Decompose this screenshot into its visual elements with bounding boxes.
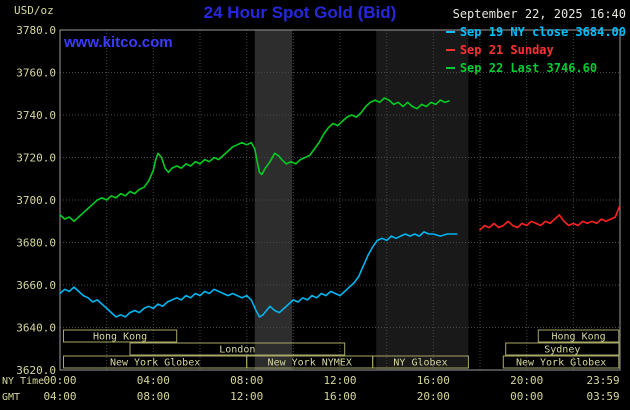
session-label: New York Globex [110, 358, 200, 369]
chart-title: 24 Hour Spot Gold (Bid) [203, 3, 397, 22]
y-tick-label: 3680.0 [16, 237, 56, 250]
legend-label: Sep 22 Last 3746.60 [459, 61, 598, 75]
y-tick-label: 3620.0 [16, 364, 56, 377]
y-tick-label: 3760.0 [16, 67, 56, 80]
session-label: NY Globex [393, 358, 447, 369]
x-tick-ny: 23:59 [586, 374, 619, 387]
y-tick-label: 3780.0 [16, 24, 56, 37]
plot-border [59, 29, 621, 371]
gmt-axis-label: GMT [2, 392, 20, 403]
legend-item-sep21: Sep 21 Sunday [445, 43, 554, 57]
y-tick-label: 3640.0 [16, 322, 56, 335]
x-tick-ny: 20:00 [510, 374, 543, 387]
legend-swatch-icon [445, 67, 455, 69]
y-tick-label: 3720.0 [16, 152, 56, 165]
price-line-sep21 [479, 205, 621, 231]
y-tick-label: 3660.0 [16, 279, 56, 292]
y-tick-label: 3740.0 [16, 109, 56, 122]
legend-swatch-icon [445, 49, 455, 51]
x-tick-gmt: 03:59 [586, 390, 619, 403]
x-tick-gmt: 04:00 [43, 390, 76, 403]
session-box [502, 355, 620, 369]
x-tick-ny: 12:00 [323, 374, 356, 387]
session-label: Hong Kong [93, 332, 147, 343]
session-label: London [219, 345, 255, 356]
session-label: New York Globex [516, 358, 606, 369]
session-box [537, 329, 620, 343]
chart-datetime: September 22, 2025 16:40 [452, 7, 626, 21]
x-tick-gmt: 00:00 [510, 390, 543, 403]
legend-item-sep19: Sep 19 NY close 3684.00 [445, 25, 626, 39]
price-line-sep22 [59, 97, 450, 223]
y-axis-unit-label: USD/oz [14, 4, 54, 17]
legend-item-sep22: Sep 22 Last 3746.60 [445, 61, 598, 75]
legend: Sep 19 NY close 3684.00 Sep 21 Sunday Sep … [445, 25, 626, 75]
legend-label: Sep 21 Sunday [459, 43, 554, 57]
x-tick-ny: 08:00 [230, 374, 263, 387]
session-box [505, 342, 620, 356]
ny-time-axis-label: NY Time [2, 376, 44, 387]
session-label: Sydney [544, 345, 580, 356]
x-tick-ny: 16:00 [417, 374, 450, 387]
session-label: Hong Kong [552, 332, 606, 343]
x-tick-gmt: 16:00 [323, 390, 356, 403]
x-tick-ny: 00:00 [43, 374, 76, 387]
kitco-watermark-link[interactable]: www.kitco.com [64, 34, 173, 51]
session-box [63, 329, 178, 343]
x-tick-ny: 04:00 [137, 374, 170, 387]
x-tick-gmt: 12:00 [230, 390, 263, 403]
legend-swatch-icon [445, 31, 455, 33]
price-line-sep19 [59, 231, 458, 318]
session-box [372, 355, 469, 369]
x-tick-gmt: 20:00 [417, 390, 450, 403]
session-label: New York NYMEX [268, 358, 352, 369]
x-tick-gmt: 08:00 [137, 390, 170, 403]
legend-label: Sep 19 NY close 3684.00 [459, 25, 626, 39]
session-box [129, 342, 346, 356]
y-tick-label: 3700.0 [16, 194, 56, 207]
